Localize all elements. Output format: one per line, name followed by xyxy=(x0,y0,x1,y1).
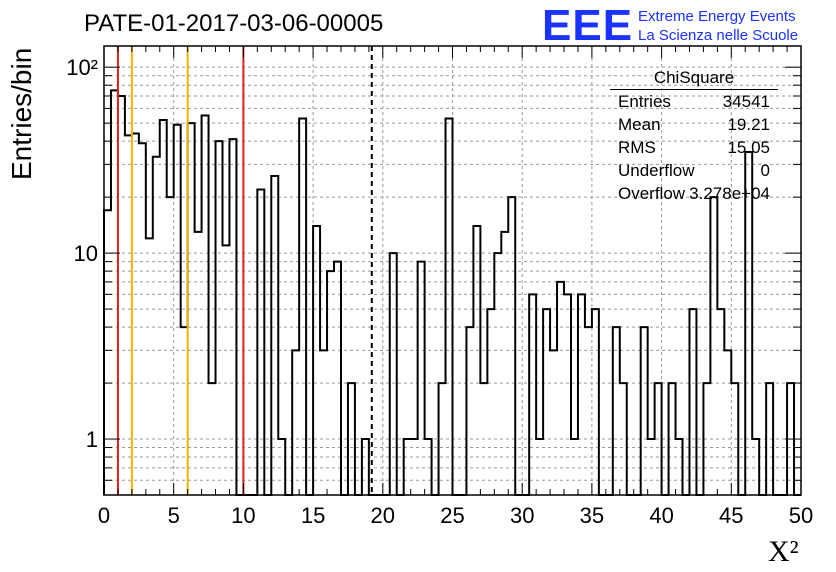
eee-logo: EEE Extreme Energy Events La Scienza nel… xyxy=(542,4,832,48)
x-tick-label: 50 xyxy=(789,503,813,528)
stats-label: Mean xyxy=(618,115,661,134)
stats-row-underflow: Underflow 0 xyxy=(610,159,778,182)
y-tick-label: 10 xyxy=(74,241,98,266)
stats-label: RMS xyxy=(618,138,656,157)
stats-divider xyxy=(610,89,778,90)
x-tick-label: 35 xyxy=(580,503,604,528)
stats-value: 0 xyxy=(760,161,770,180)
stats-row-rms: RMS 15.05 xyxy=(610,136,778,159)
x-tick-label: 25 xyxy=(440,503,464,528)
logo-line-1: Extreme Energy Events xyxy=(638,8,796,25)
stats-box: ChiSquare Entries 34541 Mean 19.21 RMS 1… xyxy=(610,66,778,205)
x-axis-label: X² xyxy=(768,535,799,568)
x-tick-label: 15 xyxy=(301,503,325,528)
logo-line-2: La Scienza nelle Scuole xyxy=(638,27,799,44)
y-tick-label: 1 xyxy=(86,427,98,452)
y-tick-label: 10² xyxy=(66,55,98,80)
stats-value: 19.21 xyxy=(727,115,770,134)
x-tick-label: 0 xyxy=(98,503,110,528)
stats-row-overflow: Overflow 3.278e+04 xyxy=(610,182,778,205)
x-tick-label: 20 xyxy=(371,503,395,528)
chart-title: PATE-01-2017-03-06-00005 xyxy=(84,10,384,37)
x-tick-label: 45 xyxy=(719,503,743,528)
stats-value: 3.278e+04 xyxy=(689,184,770,203)
stats-label: Underflow xyxy=(618,161,695,180)
stats-title: ChiSquare xyxy=(653,68,735,87)
y-axis-label: Entries/bin xyxy=(6,47,37,180)
x-tick-label: 10 xyxy=(231,503,255,528)
stats-label: Entries xyxy=(618,92,671,111)
stats-row-entries: Entries 34541 xyxy=(610,90,778,113)
x-tick-label: 5 xyxy=(168,503,180,528)
stats-label: Overflow xyxy=(618,184,686,203)
x-tick-label: 40 xyxy=(649,503,673,528)
stats-value: 15.05 xyxy=(727,138,770,157)
x-tick-label: 30 xyxy=(510,503,534,528)
logo-mark: EEE xyxy=(542,1,634,50)
stats-value: 34541 xyxy=(722,92,770,111)
stats-row-mean: Mean 19.21 xyxy=(610,113,778,136)
